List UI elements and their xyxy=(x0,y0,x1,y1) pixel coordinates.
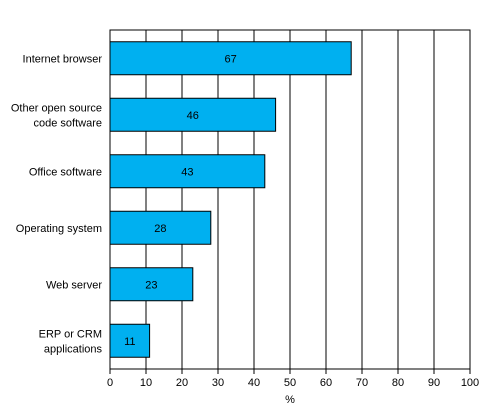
x-tick-label: 40 xyxy=(248,377,260,389)
bar xyxy=(109,267,194,302)
x-tick-label: 10 xyxy=(140,377,152,389)
bar xyxy=(109,41,352,76)
category-label: Other open source code software xyxy=(11,102,102,129)
x-tick-label: 100 xyxy=(461,377,479,389)
x-tick-label: 90 xyxy=(428,377,440,389)
data-label: 67 xyxy=(224,53,236,65)
bars: 67 46 43 28 23 11 xyxy=(109,41,352,358)
data-label: 11 xyxy=(124,336,135,348)
bar xyxy=(109,97,277,132)
x-tick-label: 0 xyxy=(107,377,113,389)
x-tick-label: 30 xyxy=(212,377,224,389)
category-labels: Internet browser Other open source code so… xyxy=(11,53,103,355)
bar xyxy=(109,154,266,189)
category-label: Office software xyxy=(29,166,102,178)
x-tick-label: 60 xyxy=(320,377,332,389)
category-label: ERP or CRM applications xyxy=(39,328,103,355)
category-label: Operating system xyxy=(16,223,102,235)
grid-lines xyxy=(145,30,435,369)
bar xyxy=(109,210,212,245)
x-axis-ticks: 0 10 20 30 40 50 60 70 80 90 100 xyxy=(107,369,479,389)
x-tick-label: 50 xyxy=(284,377,296,389)
data-label: 46 xyxy=(187,110,199,122)
data-label: 28 xyxy=(154,223,166,235)
x-tick-label: 20 xyxy=(176,377,188,389)
data-label: 23 xyxy=(145,279,157,291)
data-label: 43 xyxy=(181,166,193,178)
category-label: Web server xyxy=(46,279,102,291)
x-tick-label: 80 xyxy=(392,377,404,389)
x-tick-label: 70 xyxy=(356,377,368,389)
category-label: Internet browser xyxy=(23,53,103,65)
x-axis-title: % xyxy=(285,394,295,406)
